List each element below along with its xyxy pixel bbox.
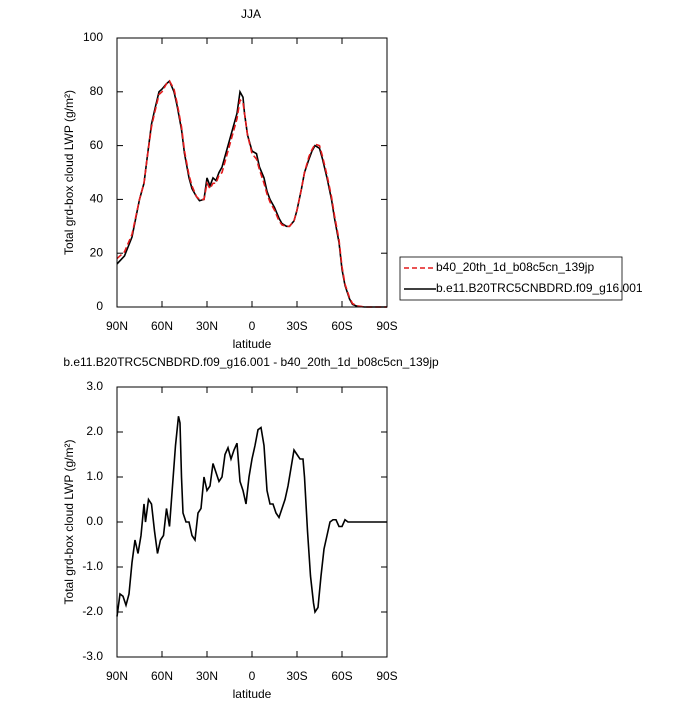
legend-label: b40_20th_1d_b08c5cn_139jp	[436, 260, 594, 274]
y-tick-label: 2.0	[86, 424, 103, 438]
chart-title: b.e11.B20TRC5CNBDRD.f09_g16.001 - b40_20…	[63, 355, 439, 369]
x-tick-label: 30S	[286, 669, 307, 683]
y-tick-label: 40	[90, 192, 104, 206]
y-tick-label: 20	[90, 245, 104, 259]
x-axis-label: latitude	[233, 337, 272, 351]
legend-label: b.e11.B20TRC5CNBDRD.f09_g16.001	[436, 281, 643, 295]
x-tick-label: 0	[249, 669, 256, 683]
x-tick-label: 90N	[106, 669, 128, 683]
x-tick-label: 30N	[196, 319, 218, 333]
x-tick-label: 90S	[376, 669, 397, 683]
x-tick-label: 60N	[151, 319, 173, 333]
plot-frame	[116, 386, 388, 658]
data-line	[116, 79, 387, 308]
x-tick-label: 60N	[151, 669, 173, 683]
y-tick-label: 3.0	[86, 379, 103, 393]
data-line	[116, 416, 387, 617]
x-tick-label: 30N	[196, 669, 218, 683]
y-tick-label: -2.0	[82, 604, 103, 618]
x-tick-label: 90S	[376, 319, 397, 333]
x-tick-label: 0	[249, 319, 256, 333]
x-tick-label: 30S	[286, 319, 307, 333]
y-tick-label: -1.0	[82, 559, 103, 573]
data-line	[116, 79, 387, 308]
x-tick-label: 60S	[331, 669, 352, 683]
y-tick-label: 1.0	[86, 469, 103, 483]
y-tick-label: 80	[90, 84, 104, 98]
y-tick-label: -3.0	[82, 649, 103, 663]
y-tick-label: 100	[83, 30, 103, 44]
x-tick-label: 90N	[106, 319, 128, 333]
y-axis-label: Total grd-box cloud LWP (g/m²)	[62, 440, 76, 605]
x-tick-label: 60S	[331, 319, 352, 333]
y-axis-label: Total grd-box cloud LWP (g/m²)	[62, 90, 76, 255]
legend-box	[399, 256, 623, 301]
y-tick-label: 0	[96, 299, 103, 313]
plot-frame	[116, 37, 388, 308]
y-tick-label: 0.0	[86, 514, 103, 528]
x-axis-label: latitude	[233, 687, 272, 701]
y-tick-label: 60	[90, 138, 104, 152]
chart-title: JJA	[241, 7, 261, 21]
